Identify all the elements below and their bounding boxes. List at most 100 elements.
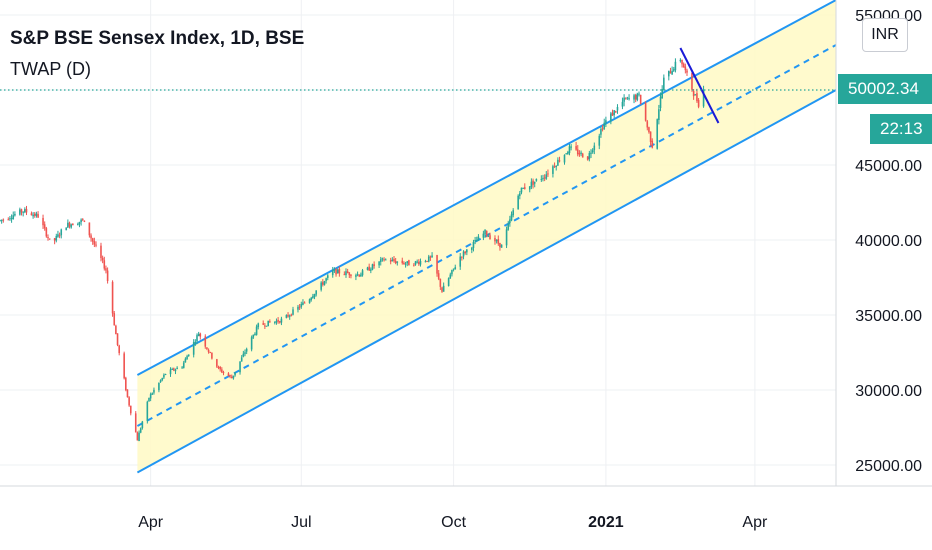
candle-body: [360, 274, 362, 277]
candle-body: [568, 146, 571, 154]
candle-body: [95, 244, 97, 246]
candle-body: [126, 389, 129, 398]
candle-body: [576, 149, 579, 155]
candle-body: [454, 267, 457, 270]
candle-body: [649, 131, 652, 142]
candle-body: [53, 238, 56, 241]
candle-body: [274, 321, 276, 323]
candle-body: [441, 287, 443, 292]
candle-body: [542, 178, 544, 180]
candle-body: [696, 93, 698, 102]
candle-body: [141, 421, 144, 428]
candle-body: [312, 296, 314, 299]
candle-body: [471, 247, 473, 250]
candle-body: [136, 432, 139, 441]
candle-body: [477, 236, 480, 241]
candle-body: [633, 95, 635, 100]
candle-body: [500, 244, 503, 248]
candle-body: [691, 72, 693, 90]
candle-body: [125, 377, 127, 391]
candle-body: [686, 70, 688, 73]
candle-body: [590, 152, 592, 154]
candle-body: [416, 261, 418, 263]
candle-body: [358, 274, 361, 277]
candle-body: [45, 228, 48, 237]
candle-body: [77, 224, 79, 226]
candle-body: [101, 257, 104, 261]
candle-body: [436, 255, 438, 274]
indicator-label[interactable]: TWAP (D): [10, 59, 91, 79]
candle-body: [229, 375, 231, 377]
candle-body: [313, 294, 316, 298]
candle-body: [684, 66, 687, 71]
candle-body: [489, 235, 491, 240]
candle-body: [250, 337, 253, 350]
candle-body: [679, 59, 682, 62]
candle-body: [581, 153, 584, 158]
candle-body: [523, 187, 526, 190]
candle-body: [659, 96, 662, 108]
candle-body: [204, 336, 207, 347]
candle-body: [164, 373, 167, 375]
candle-body: [115, 325, 117, 335]
candle-body: [379, 259, 382, 262]
candle-body: [611, 112, 614, 116]
candle-body: [682, 63, 685, 68]
candle-body: [391, 259, 394, 262]
candle-body: [37, 214, 39, 218]
candle-body: [545, 174, 548, 179]
candle-body: [512, 210, 514, 216]
currency-button[interactable]: INR: [862, 18, 908, 52]
candle-body: [320, 282, 322, 290]
candle-body: [671, 70, 673, 75]
candle-body: [697, 99, 700, 107]
candle-body: [613, 110, 615, 115]
candle-body: [484, 229, 486, 235]
candle-body: [552, 166, 554, 174]
candle-body: [578, 153, 581, 155]
candle-body: [113, 313, 116, 326]
candle-body: [366, 267, 369, 270]
candle-body: [553, 166, 556, 168]
candle-body: [12, 215, 15, 220]
candle-body: [452, 268, 455, 270]
candle-body: [151, 393, 154, 395]
candle-body: [605, 120, 607, 123]
candle-body: [153, 389, 155, 393]
candle-body: [310, 297, 313, 301]
candle-body: [221, 369, 223, 373]
candle-body: [563, 154, 566, 163]
candle-body: [517, 195, 519, 210]
candle-body: [57, 234, 59, 237]
candle-body: [598, 135, 601, 146]
candle-body: [616, 107, 619, 111]
candle-body: [149, 394, 152, 399]
last-price-label: 50002.34: [838, 74, 932, 104]
candle-body: [308, 299, 311, 304]
candle-body: [621, 101, 624, 107]
candle-body: [656, 119, 659, 149]
candle-body: [146, 401, 149, 421]
candle-body: [610, 113, 612, 122]
candle-body: [234, 372, 236, 376]
candle-body: [644, 102, 647, 121]
candle-body: [278, 321, 281, 323]
candle-body: [505, 229, 508, 246]
candle-body: [702, 89, 705, 107]
candle-body: [106, 270, 109, 281]
candle-body: [356, 274, 359, 276]
candle-body: [442, 285, 445, 292]
candle-body: [254, 333, 256, 335]
candle-body: [431, 255, 433, 258]
candle-body: [580, 152, 582, 154]
candle-body: [255, 326, 258, 335]
candle-body: [280, 318, 283, 323]
candle-body: [540, 178, 543, 180]
candle-body: [42, 217, 44, 226]
candle-body: [555, 165, 558, 167]
candle-body: [394, 261, 397, 264]
candle-body: [139, 428, 142, 433]
x-tick-label: Jul: [291, 514, 311, 531]
candle-body: [81, 219, 84, 221]
